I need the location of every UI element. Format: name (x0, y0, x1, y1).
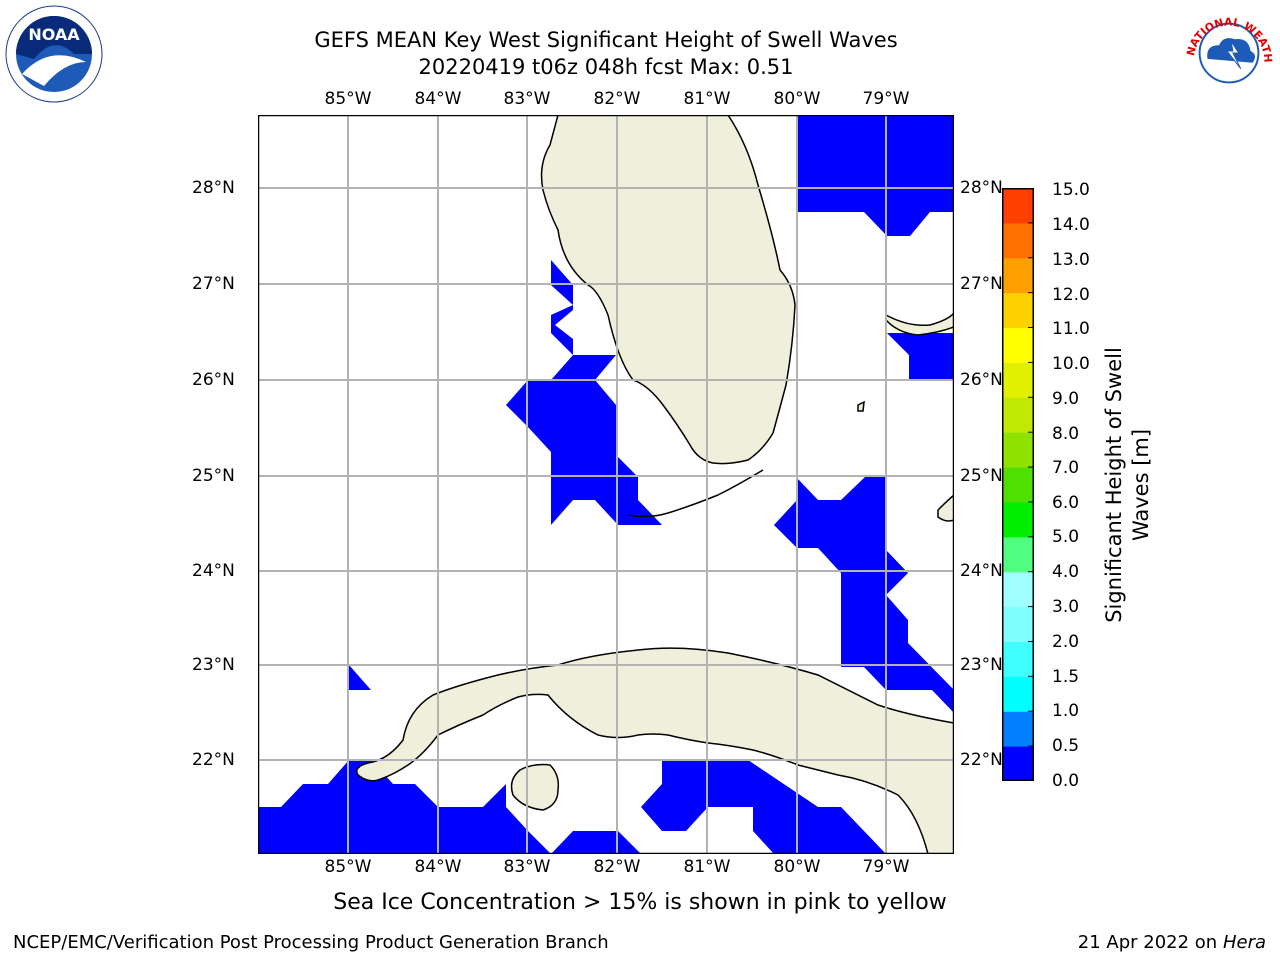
colorbar-segment (1002, 711, 1034, 747)
lon-label-bottom: 83°W (503, 857, 551, 877)
lat-label-left: 22°N (192, 750, 235, 770)
colorbar-frame (1002, 188, 1034, 781)
colorbar-tick-label: 8.0 (1052, 424, 1080, 444)
colorbar-tick-label: 10.0 (1052, 354, 1090, 374)
bahamas-land (885, 311, 954, 336)
bahamas-land (937, 494, 954, 522)
lon-label-top: 82°W (593, 89, 641, 109)
colorbar-tick-label: 4.0 (1052, 562, 1080, 582)
colorbar-segment (1002, 501, 1034, 538)
nws-logo: NATIONAL WEATHER SERVICE (1180, 4, 1277, 101)
lat-label-left: 28°N (192, 178, 235, 198)
colorbar-tick-label: 5.0 (1052, 527, 1080, 547)
lon-label-top: 83°W (503, 89, 551, 109)
lon-label-bottom: 84°W (414, 857, 462, 877)
colorbar-title-line-2: Waves [m] (1129, 428, 1153, 542)
lat-label-left: 26°N (192, 370, 235, 390)
lon-label-bottom: 82°W (593, 857, 641, 877)
noaa-logo: NOAA (5, 5, 103, 103)
isla-juventud (510, 763, 560, 811)
swell-region (797, 115, 954, 236)
swell-region (506, 380, 662, 525)
colorbar-title-line-1: Significant Height of Swell (1102, 347, 1126, 623)
colorbar-segment (1002, 571, 1034, 608)
florida-land (540, 115, 796, 465)
lat-label-left: 25°N (192, 466, 235, 486)
swell-region (349, 665, 371, 690)
colorbar-title: Significant Height of Swell Waves [m] (1101, 347, 1155, 623)
colorbar-tick-label: 11.0 (1052, 319, 1090, 339)
lon-label-bottom: 79°W (862, 857, 910, 877)
lon-label-top: 80°W (773, 89, 821, 109)
lon-label-bottom: 85°W (324, 857, 372, 877)
colorbar-tick-label: 6.0 (1052, 493, 1080, 513)
colorbar-tick-label: 1.5 (1052, 667, 1080, 687)
colorbar-segment (1002, 397, 1034, 433)
lon-label-top: 85°W (324, 89, 372, 109)
colorbar-segment (1002, 746, 1034, 781)
bahamas-island (857, 400, 865, 412)
swell-region (774, 477, 954, 713)
lat-label-left: 24°N (192, 561, 235, 581)
colorbar-segment (1002, 467, 1034, 503)
lon-label-bottom: 80°W (773, 857, 821, 877)
lat-label-left: 23°N (192, 655, 235, 675)
colorbar-segment (1002, 257, 1034, 294)
lon-label-bottom: 81°W (683, 857, 731, 877)
footer-date: 21 Apr 2022 on Hera (1078, 932, 1266, 953)
colorbar-tick-label: 3.0 (1052, 597, 1080, 617)
sea-ice-note: Sea Ice Concentration > 15% is shown in … (333, 890, 947, 915)
florida-keys (627, 469, 764, 518)
colorbar-tick-label: 7.0 (1052, 458, 1080, 478)
footer-date-text: 21 Apr 2022 on (1077, 932, 1223, 953)
swell-region (887, 333, 954, 380)
colorbar-segment (1002, 292, 1034, 329)
colorbar-segment (1002, 222, 1034, 259)
colorbar-segment (1002, 327, 1034, 363)
colorbar-tick-label: 13.0 (1052, 250, 1090, 270)
map-frame (258, 115, 954, 854)
land-layer (356, 115, 954, 854)
colorbar-segment (1002, 676, 1034, 712)
colorbar-segment (1002, 606, 1034, 642)
swell-region (551, 831, 641, 854)
colorbar (1002, 188, 1034, 781)
colorbar-tick-label: 14.0 (1052, 215, 1090, 235)
graticule (258, 115, 954, 854)
lat-label-right: 22°N (960, 750, 1003, 770)
title-line-1: GEFS MEAN Key West Significant Height of… (314, 28, 898, 52)
lat-label-right: 26°N (960, 370, 1003, 390)
colorbar-segment (1002, 432, 1034, 468)
colorbar-segment (1002, 641, 1034, 677)
lon-label-top: 81°W (683, 89, 731, 109)
lat-label-right: 27°N (960, 274, 1003, 294)
title-line-2: 20220419 t06z 048h fcst Max: 0.51 (418, 55, 794, 79)
swell-map (258, 115, 954, 854)
colorbar-tick-label: 0.0 (1052, 771, 1080, 791)
lon-label-top: 84°W (414, 89, 462, 109)
colorbar-tick-label: 9.0 (1052, 389, 1080, 409)
lat-label-left: 27°N (192, 274, 235, 294)
lat-label-right: 24°N (960, 561, 1003, 581)
colorbar-tick-label: 0.5 (1052, 736, 1080, 756)
colorbar-tick-label: 12.0 (1052, 285, 1090, 305)
swell-region (641, 760, 886, 854)
noaa-logo-text: NOAA (28, 25, 80, 44)
footer-branch: NCEP/EMC/Verification Post Processing Pr… (13, 932, 609, 953)
colorbar-segment (1002, 362, 1034, 398)
swell-region (551, 355, 616, 380)
swell-fill-layer (258, 115, 954, 854)
swell-region (258, 760, 551, 854)
lon-label-top: 79°W (862, 89, 910, 109)
colorbar-segment (1002, 188, 1034, 224)
lat-label-right: 25°N (960, 466, 1003, 486)
colorbar-tick-label: 15.0 (1052, 180, 1090, 200)
cuba-land (356, 647, 954, 854)
colorbar-segment (1002, 536, 1034, 573)
lat-label-right: 23°N (960, 655, 1003, 675)
lat-label-right: 28°N (960, 178, 1003, 198)
colorbar-tick-label: 2.0 (1052, 632, 1080, 652)
footer-host: Hera (1222, 932, 1266, 953)
colorbar-tick-label: 1.0 (1052, 701, 1080, 721)
